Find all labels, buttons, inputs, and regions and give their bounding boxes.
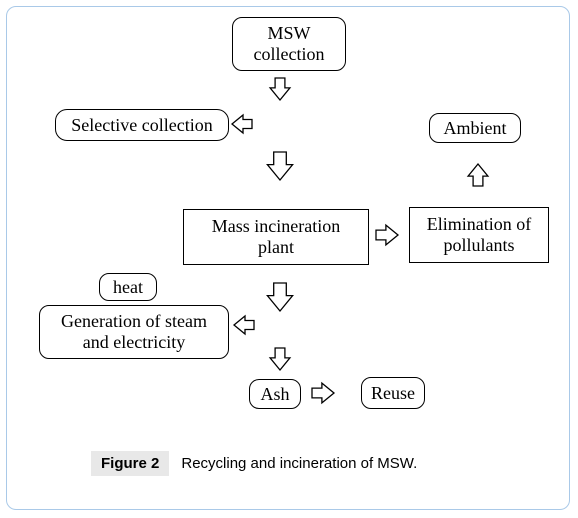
node-gen-label: Generation of steam and electricity [61, 311, 207, 352]
node-ambient-label: Ambient [444, 118, 507, 139]
arrow-to-selective [232, 115, 252, 133]
arrow-plant-to-elim [376, 225, 398, 245]
node-ash-label: Ash [260, 384, 289, 405]
node-plant-label: Mass incineration plant [212, 216, 340, 257]
arrow-to-ash [270, 348, 290, 370]
node-msw: MSW collection [232, 17, 346, 71]
node-gen: Generation of steam and electricity [39, 305, 229, 359]
arrow-elim-to-ambient [468, 164, 488, 186]
node-selective-label: Selective collection [71, 115, 212, 136]
arrow-ash-to-reuse [312, 383, 334, 403]
node-reuse-label: Reuse [371, 383, 415, 404]
diagram-frame: MSW collection Selective collection Mass i… [6, 6, 570, 510]
node-heat-label: heat [113, 277, 143, 298]
arrow-msw-to-selective-branch [270, 78, 290, 100]
node-selective: Selective collection [55, 109, 229, 141]
arrow-plant-down-mid [267, 283, 292, 311]
node-msw-label: MSW collection [254, 23, 325, 64]
node-heat: heat [99, 273, 157, 301]
node-ash: Ash [249, 379, 301, 409]
arrow-to-generation [234, 316, 254, 334]
node-ambient: Ambient [429, 113, 521, 143]
node-reuse: Reuse [361, 377, 425, 409]
figure-text: Recycling and incineration of MSW. [181, 455, 417, 472]
figure-caption: Figure 2 Recycling and incineration of MS… [91, 451, 417, 476]
node-elim: Elimination of pollulants [409, 207, 549, 263]
arrow-msw-down-to-plant [267, 152, 292, 180]
node-plant: Mass incineration plant [183, 209, 369, 265]
node-elim-label: Elimination of pollulants [427, 214, 531, 255]
figure-label: Figure 2 [91, 451, 169, 476]
